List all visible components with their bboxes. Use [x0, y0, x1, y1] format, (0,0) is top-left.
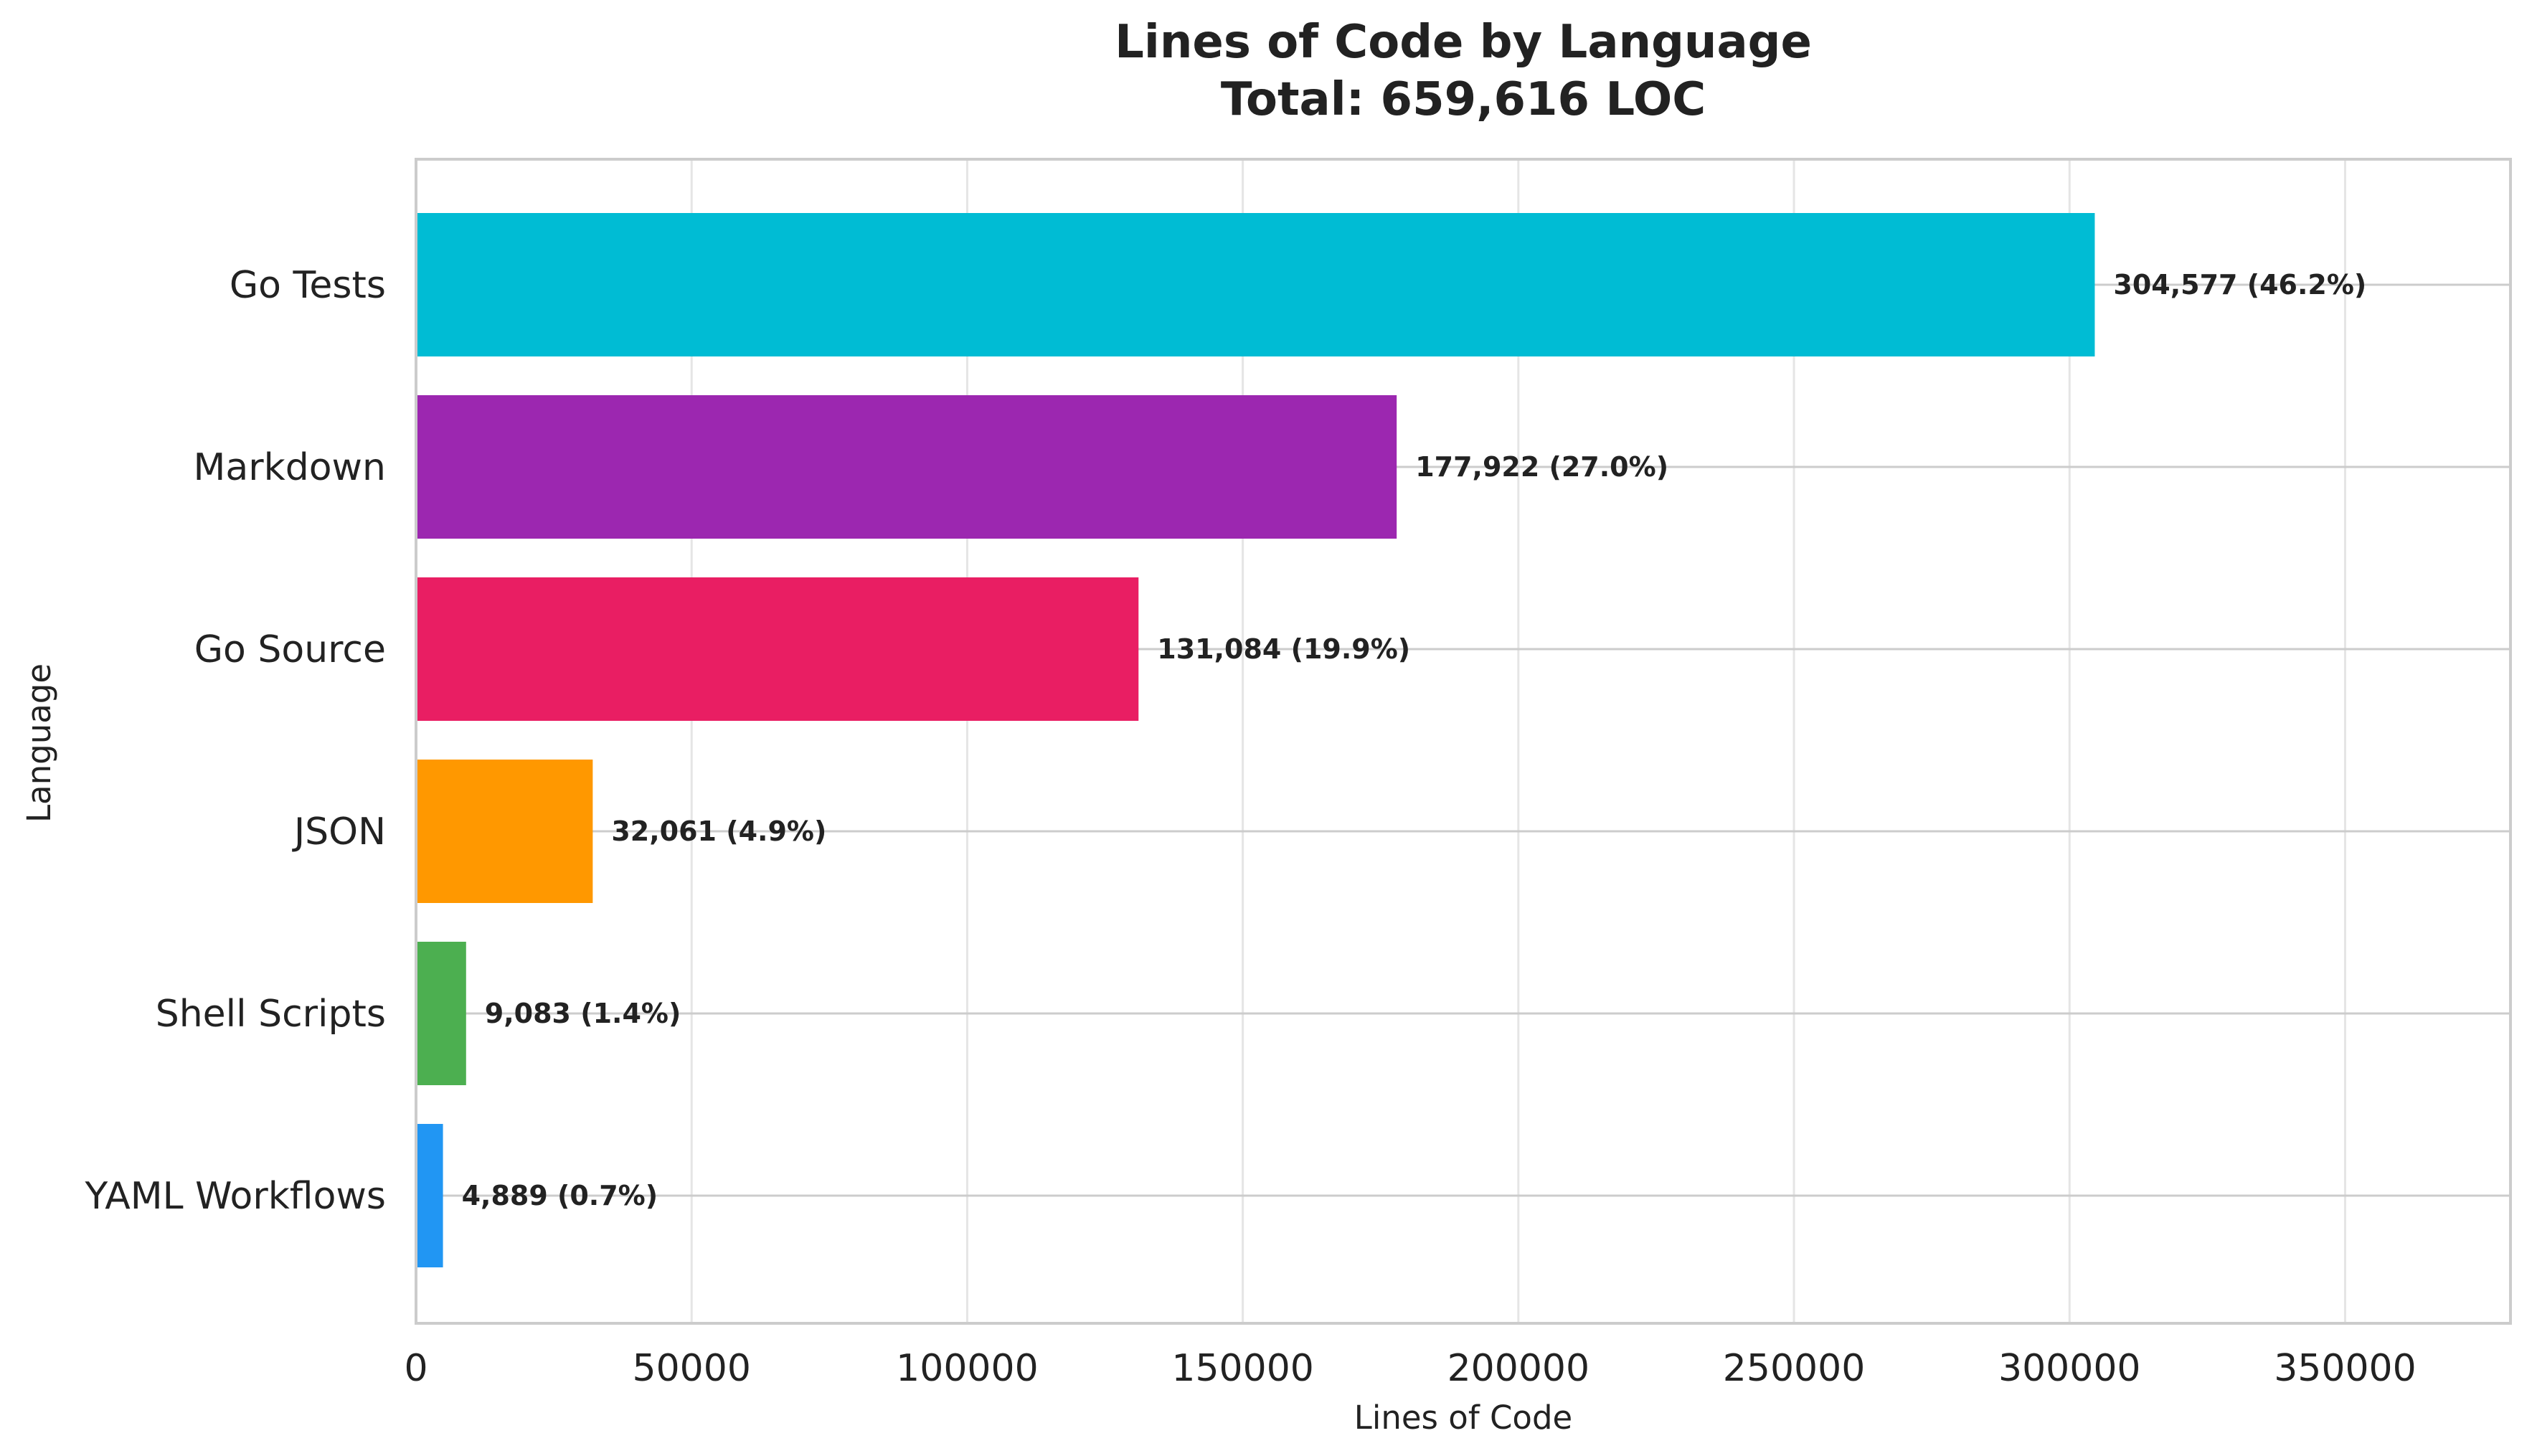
y-tick-label: Go Source [194, 628, 386, 671]
x-tick-label: 350000 [2274, 1347, 2417, 1390]
x-tick-label: 0 [404, 1347, 427, 1390]
data-label: 304,577 (46.2%) [2113, 269, 2366, 301]
chart-subtitle: Total: 659,616 LOC [1221, 73, 1706, 126]
chart-title: Lines of Code by Language [1115, 16, 1812, 69]
x-tick-label: 300000 [1998, 1347, 2141, 1390]
bar-go-source [416, 577, 1139, 721]
y-tick-label: JSON [292, 810, 386, 854]
data-label: 4,889 (0.7%) [462, 1180, 658, 1211]
x-tick-label: 50000 [632, 1347, 750, 1390]
x-tick-label: 150000 [1171, 1347, 1314, 1390]
bar-json [416, 760, 593, 903]
bars [416, 213, 2095, 1267]
x-tick-label: 100000 [896, 1347, 1039, 1390]
y-tick-label: YAML Workflows [84, 1175, 386, 1218]
data-label: 131,084 (19.9%) [1157, 633, 1410, 665]
y-axis-label: Language [20, 663, 58, 823]
bar-markdown [416, 395, 1397, 539]
labels: 0 50000 100000 150000 200000 250000 300000 3500… [84, 264, 2416, 1390]
bar-yaml-workflows [416, 1124, 443, 1267]
data-label: 9,083 (1.4%) [485, 998, 681, 1029]
y-tick-label: Shell Scripts [156, 993, 386, 1036]
y-tick-label: Markdown [193, 446, 386, 489]
plot-frame [415, 158, 2512, 1325]
bar-shell-scripts [416, 942, 466, 1085]
y-tick-label: Go Tests [230, 264, 386, 307]
x-tick-label: 250000 [1723, 1347, 1866, 1390]
x-axis-label: Lines of Code [1354, 1399, 1572, 1437]
data-label: 177,922 (27.0%) [1415, 451, 1668, 483]
x-tick-label: 200000 [1447, 1347, 1590, 1390]
data-label: 32,061 (4.9%) [611, 816, 826, 847]
bar-go-tests [416, 213, 2095, 356]
